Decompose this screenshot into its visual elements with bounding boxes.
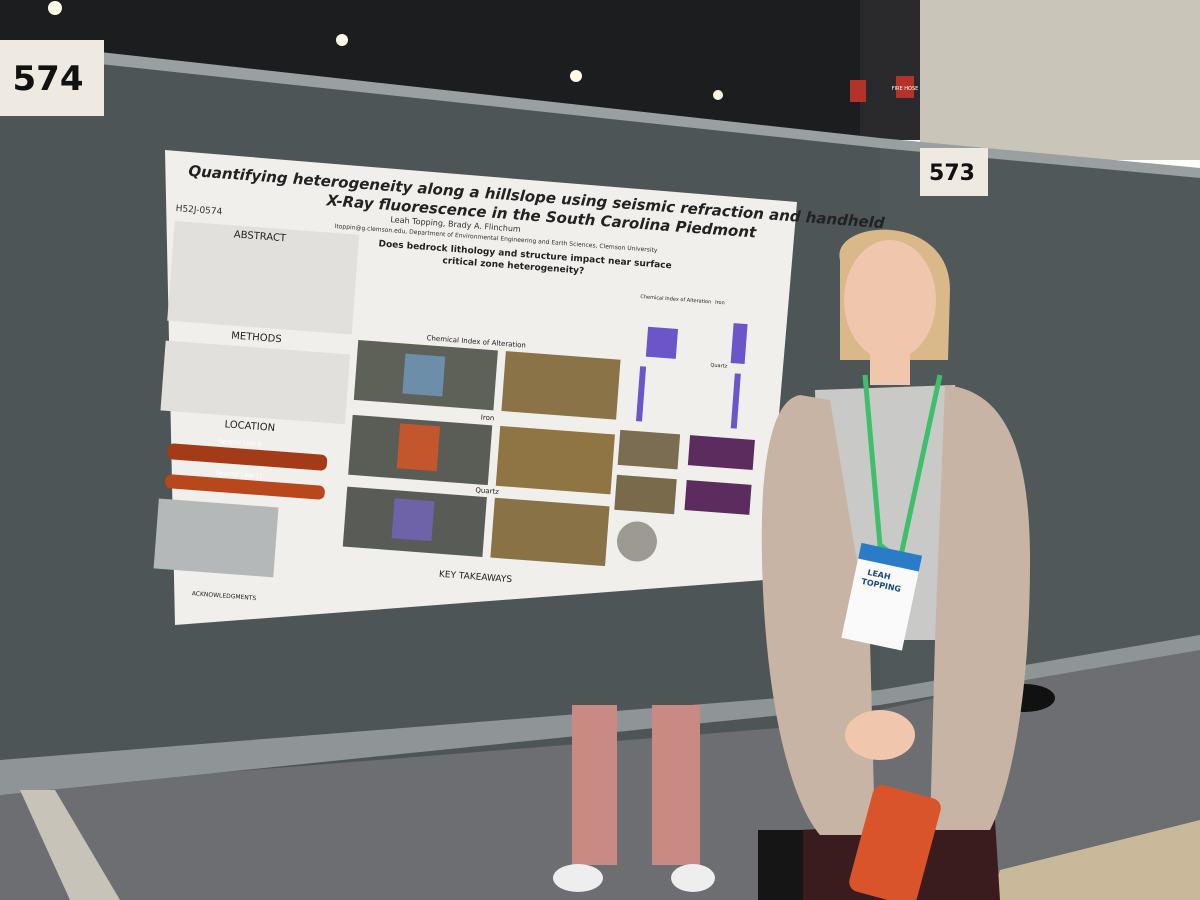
seismic-image [687, 435, 755, 470]
histograms [636, 323, 748, 429]
drink-bottle [849, 785, 941, 900]
panel-label: Seismic Line 11 [216, 470, 264, 481]
number-card [920, 148, 988, 196]
board-number: 574 [13, 59, 84, 99]
badge-header [858, 542, 923, 572]
pillar [860, 0, 920, 140]
back-wall [920, 0, 1200, 160]
seismic-line [167, 443, 328, 471]
neck [870, 350, 910, 385]
seismic-image [684, 480, 752, 515]
methods-box [160, 340, 351, 425]
pit-image [614, 474, 677, 515]
panel-label: Quartz [710, 363, 728, 370]
sample-grid [402, 353, 446, 397]
fire-sign [850, 80, 866, 102]
poster-code: H52J-0574 [175, 204, 223, 217]
fire-sign [896, 76, 914, 98]
board-leg [20, 790, 120, 900]
sample-photo [616, 521, 657, 562]
sample-grid [396, 423, 441, 472]
section-heading: ABSTRACT [233, 229, 287, 244]
shoe [553, 864, 603, 892]
number-card [0, 40, 104, 116]
abstract-box [167, 220, 360, 335]
face [844, 240, 936, 360]
pit-image [501, 351, 621, 420]
hands [845, 710, 915, 760]
cardigan [761, 395, 875, 835]
section-heading: ACKNOWLEDGMENTS [192, 590, 257, 602]
pit-image [495, 425, 615, 495]
floor-strip [990, 820, 1200, 900]
section-heading: METHODS [231, 331, 282, 346]
cardigan [930, 385, 1030, 830]
map [153, 498, 279, 578]
shoe [671, 864, 715, 892]
panel-label: Iron [481, 413, 495, 422]
sample-grid [391, 498, 435, 542]
fire-hose-label: FIRE HOSE [892, 86, 919, 92]
pit-image [617, 429, 681, 470]
panel-label: Chemical Index of Alteration [640, 294, 711, 305]
panel-label: Quartz [475, 486, 499, 496]
name-badge [841, 549, 921, 651]
board-frame [100, 52, 1200, 178]
panel-label: Seismic Line 8 [218, 438, 262, 448]
pit-image [490, 497, 610, 567]
person-legs [652, 705, 700, 865]
seismic-line [165, 474, 325, 500]
bag [758, 830, 803, 900]
panel-label: Iron [715, 300, 725, 307]
section-heading: LOCATION [224, 419, 275, 434]
board-number: 573 [929, 161, 975, 186]
person-legs [572, 705, 617, 865]
